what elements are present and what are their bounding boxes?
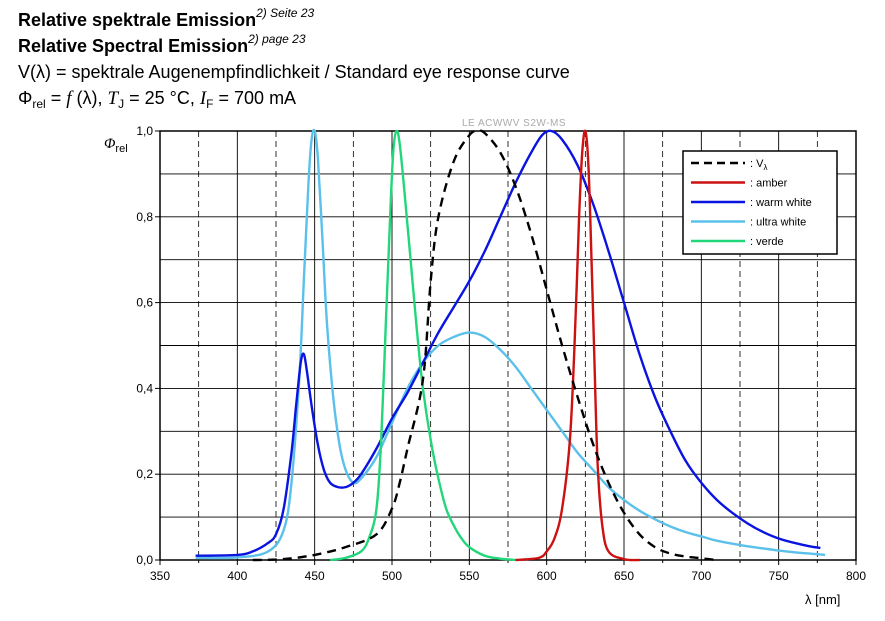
x-tick-label: 650: [614, 569, 634, 583]
title-english-text: Relative Spectral Emission: [18, 36, 249, 56]
x-tick-label: 400: [227, 569, 247, 583]
legend-label-verde: : verde: [750, 236, 784, 248]
temp-value: = 25 °C,: [124, 88, 200, 108]
equals-text: =: [45, 88, 67, 108]
legend-label-v-lambda: : Vλ: [750, 158, 767, 172]
phi-symbol: Φ: [18, 88, 33, 108]
x-axis-label: λ [nm]: [805, 592, 840, 607]
y-tick-label: 1,0: [136, 124, 153, 138]
y-tick-label: 0,8: [136, 210, 153, 224]
title-german-text: Relative spektrale Emission: [18, 10, 257, 30]
conditions-line: Φrel = f (λ), TJ = 25 °C, IF = 700 mA: [18, 88, 296, 111]
x-tick-label: 800: [846, 569, 866, 583]
x-tick-label: 700: [691, 569, 711, 583]
title-english: Relative Spectral Emission2) page 23: [18, 32, 306, 57]
legend-label-ultra-white: : ultra white: [750, 217, 806, 229]
y-tick-label: 0,0: [136, 553, 153, 567]
legend-label-amber: : amber: [750, 178, 788, 190]
y-axis-label: Φrel: [104, 136, 128, 155]
temp-subscript: J: [118, 97, 125, 111]
title-english-footnote: 2) page 23: [248, 32, 306, 46]
chart-watermark: LE ACWWV S2W-MS: [462, 118, 566, 129]
x-tick-label: 750: [769, 569, 789, 583]
subtitle-eye-response: V(λ) = spektrale Augenempfindlichkeit / …: [18, 62, 570, 82]
lambda-text: (λ),: [71, 88, 108, 108]
x-tick-label: 550: [459, 569, 479, 583]
series-line-ultra-white: [195, 128, 826, 560]
axis-ticks: 350 400 450 500 550 600 650 700 750 800 0,0 0,2 0,4 0…: [136, 124, 866, 583]
series-line-warm-white: [195, 129, 821, 557]
legend-label-warm-white: : warm white: [750, 197, 812, 209]
series-curves: [195, 128, 826, 562]
x-tick-label: 500: [382, 569, 402, 583]
title-german-footnote: 2) Seite 23: [256, 6, 315, 20]
series-line-v-lambda: [252, 129, 717, 562]
legend: : Vλ : amber : warm white : ultra white : ve…: [682, 150, 838, 255]
x-tick-label: 350: [150, 569, 170, 583]
current-symbol: I: [199, 88, 207, 109]
series-line-verde: [329, 129, 516, 562]
legend-box: [682, 150, 838, 255]
y-tick-label: 0,4: [136, 381, 153, 395]
y-tick-label: 0,6: [136, 296, 153, 310]
current-subscript: F: [206, 97, 214, 111]
series-line-amber: [515, 129, 640, 562]
temp-symbol: T: [107, 88, 119, 109]
phi-subscript: rel: [32, 97, 46, 111]
axis-labels: Φrel λ [nm]: [104, 136, 840, 607]
x-tick-label: 600: [537, 569, 557, 583]
current-value: = 700 mA: [213, 88, 297, 108]
y-tick-label: 0,2: [136, 467, 153, 481]
x-tick-label: 450: [305, 569, 325, 583]
title-german: Relative spektrale Emission2) Seite 23: [18, 6, 314, 31]
function-f: f: [66, 88, 72, 109]
